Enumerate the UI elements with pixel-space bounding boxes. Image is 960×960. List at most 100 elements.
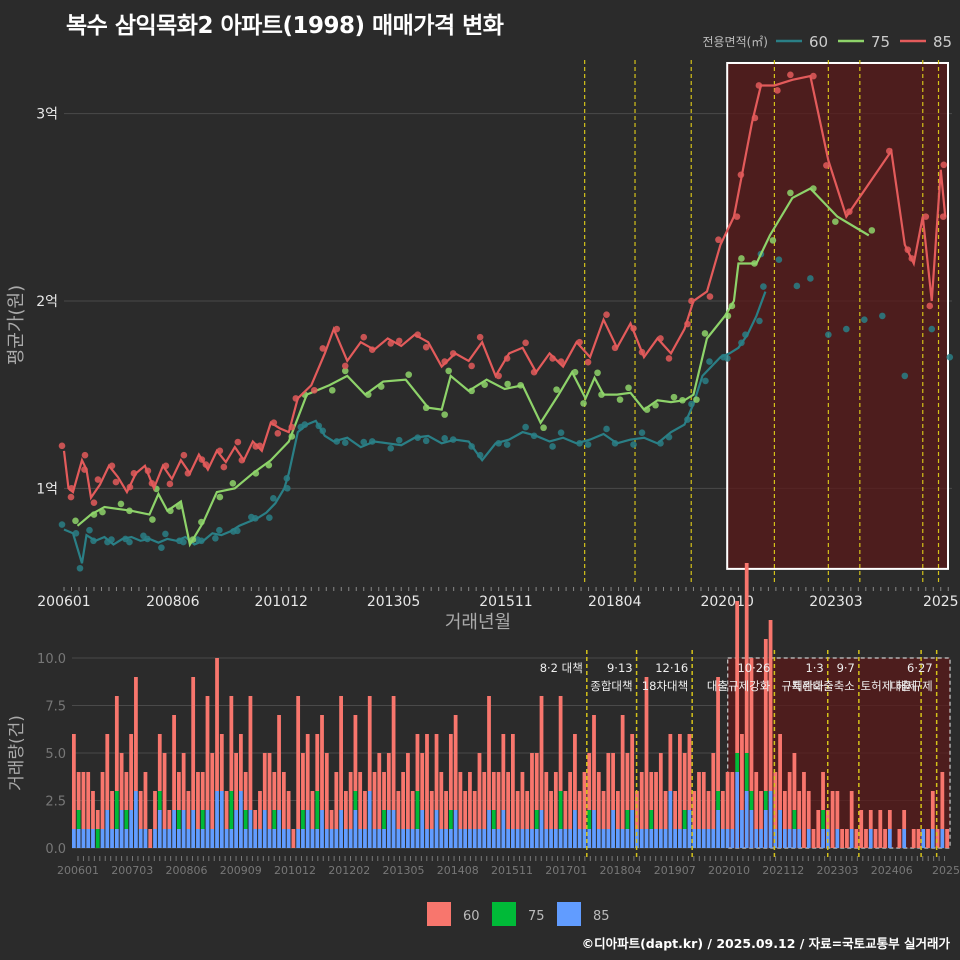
volume-bar-60 <box>916 829 921 848</box>
volume-x-tick-label: 201012 <box>274 864 316 877</box>
volume-bar-85 <box>472 829 477 848</box>
volume-bar-85 <box>520 829 525 848</box>
volume-bar-60 <box>234 753 239 810</box>
volume-bar-60 <box>324 753 329 829</box>
volume-bar-85 <box>525 829 530 848</box>
series-85-point <box>657 335 664 342</box>
volume-bar-85 <box>181 810 186 848</box>
volume-bar-60 <box>830 791 835 848</box>
volume-bar-60 <box>835 791 840 829</box>
series-60-point <box>928 325 936 333</box>
volume-bar-75 <box>176 810 181 829</box>
series-75-point <box>553 386 560 393</box>
series-60-point <box>283 475 291 482</box>
volume-bar-60 <box>134 677 138 791</box>
volume-bar-75 <box>243 810 248 829</box>
series-75-point <box>189 536 197 543</box>
series-75-point <box>198 518 205 526</box>
policy-label: 8·2 대책 <box>540 661 583 675</box>
volume-bar-60 <box>391 696 396 810</box>
volume-bar-85 <box>358 829 363 848</box>
volume-bar-85 <box>310 829 315 848</box>
volume-bar-60 <box>625 753 630 810</box>
volume-bar-85 <box>773 829 778 848</box>
volume-bar-85 <box>496 829 501 848</box>
series-60-point <box>825 331 832 338</box>
policy-label: 12·16 <box>655 661 688 675</box>
series-85-point <box>503 355 511 362</box>
volume-bar-75 <box>124 810 129 829</box>
volume-bar-60 <box>506 772 510 829</box>
volume-bar-60 <box>81 772 86 829</box>
volume-bar-85 <box>697 829 701 848</box>
series-60-point <box>843 325 850 333</box>
volume-bar-75 <box>534 810 539 829</box>
series-75-point <box>328 386 336 394</box>
bar-legend-label-60: 60 <box>463 909 480 924</box>
series-85-point <box>630 325 637 332</box>
volume-bar-85 <box>639 829 644 848</box>
volume-bar-60 <box>429 791 434 829</box>
series-85-point <box>904 246 912 254</box>
volume-bar-85 <box>463 829 468 848</box>
series-75-point <box>571 368 579 376</box>
series-85-point <box>126 483 134 491</box>
volume-bar-85 <box>305 810 310 848</box>
volume-bar-85 <box>573 810 577 848</box>
volume-bar-85 <box>649 829 654 848</box>
volume-bar-85 <box>701 829 706 848</box>
policy-label: 종합대책 <box>590 679 632 693</box>
policy-label: 토허제 해제 <box>861 679 918 693</box>
volume-bar-85 <box>262 810 267 848</box>
volume-bar-60 <box>487 696 491 810</box>
volume-bar-85 <box>324 829 329 848</box>
series-75-point <box>598 391 605 398</box>
volume-bar-60 <box>711 753 716 829</box>
series-75-point <box>341 367 349 375</box>
series-60-point <box>611 440 619 447</box>
volume-bar-75 <box>301 810 305 829</box>
volume-bar-60 <box>678 734 682 829</box>
volume-bar-85 <box>196 829 200 848</box>
volume-bar-85 <box>105 810 110 848</box>
series-75-point <box>377 383 385 390</box>
series-85-point <box>688 297 695 305</box>
series-75-point <box>422 404 430 412</box>
series-85-point <box>940 161 948 169</box>
volume-bar-85 <box>596 829 601 848</box>
series-85-point <box>288 423 296 431</box>
volume-bar-85 <box>868 829 873 848</box>
volume-bar-60 <box>372 772 377 829</box>
volume-bar-75 <box>272 810 277 829</box>
volume-bar-60 <box>420 753 425 810</box>
volume-bar-85 <box>377 829 382 848</box>
series-75-point <box>594 369 601 377</box>
series-60-point <box>576 440 583 447</box>
volume-bar-85 <box>353 810 358 848</box>
volume-bar-85 <box>138 829 143 848</box>
volume-bar-75 <box>821 810 825 829</box>
volume-bar-85 <box>301 829 305 848</box>
volume-bar-60 <box>840 829 845 848</box>
series-75-point <box>580 400 587 407</box>
volume-bar-60 <box>153 791 157 829</box>
volume-bar-85 <box>940 829 945 848</box>
volume-x-tick-label: 2025 <box>932 864 960 877</box>
series-60-point <box>901 372 909 380</box>
series-85-point <box>922 213 930 220</box>
legend-label-85: 85 <box>933 33 952 51</box>
volume-bar-60 <box>697 772 701 829</box>
volume-bar-60 <box>138 791 143 829</box>
volume-y-tick-label: 7.5 <box>45 700 66 715</box>
volume-bar-85 <box>759 829 763 848</box>
volume-bar-60 <box>792 753 797 810</box>
volume-y-tick-label: 0.0 <box>45 842 66 857</box>
legend-label-60: 60 <box>809 33 828 51</box>
volume-bar-60 <box>935 829 940 848</box>
volume-bar-85 <box>797 829 802 848</box>
series-85-point <box>341 362 349 370</box>
volume-bar-60 <box>401 772 406 829</box>
volume-bar-85 <box>787 829 792 848</box>
volume-bar-85 <box>200 829 205 848</box>
volume-bar-85 <box>692 829 697 848</box>
